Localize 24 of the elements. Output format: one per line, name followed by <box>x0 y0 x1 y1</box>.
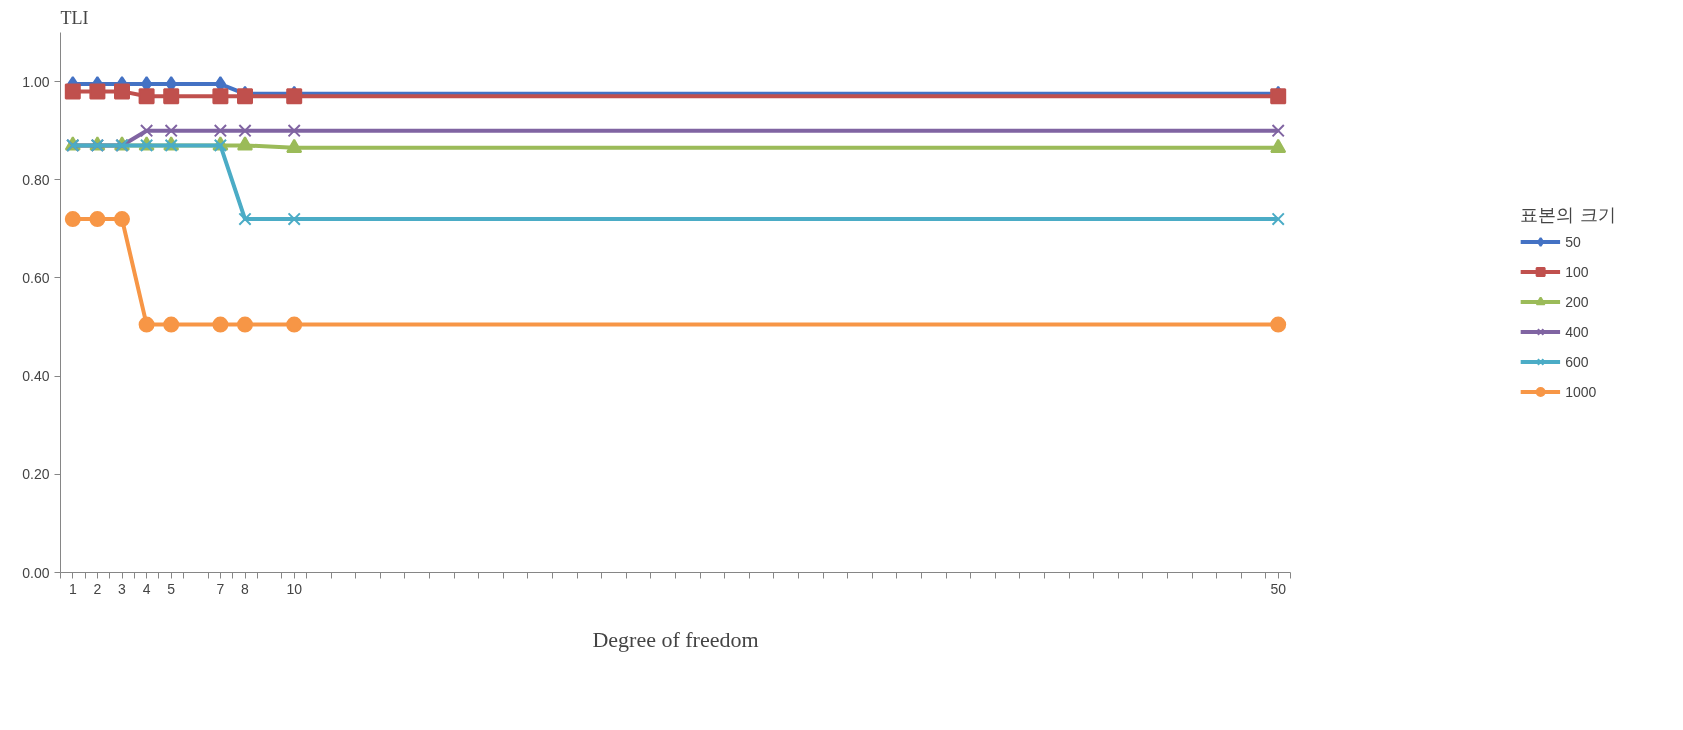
x-tick-label: 2 <box>93 580 102 597</box>
x-tick-label: 50 <box>1270 580 1287 597</box>
x-tick-label: 7 <box>216 580 225 597</box>
y-tick-label: 1.00 <box>22 73 50 90</box>
y-tick-label: 0.60 <box>22 269 50 286</box>
x-tick-label: 5 <box>167 580 176 597</box>
legend-label: 200 <box>1565 293 1589 310</box>
y-tick-label: 0.00 <box>22 564 50 581</box>
y-axis-title: TLI <box>60 7 89 28</box>
legend-label: 50 <box>1565 233 1582 250</box>
x-tick-label: 1 <box>68 580 77 597</box>
legend-title: 표본의 크기 <box>1520 202 1616 227</box>
legend-label: 1000 <box>1565 383 1597 400</box>
y-tick-label: 0.80 <box>22 171 50 188</box>
y-tick-label: 0.40 <box>22 368 50 385</box>
x-tick-label: 8 <box>241 580 250 597</box>
legend-label: 400 <box>1565 323 1589 340</box>
legend-label: 600 <box>1565 353 1589 370</box>
x-tick-label: 3 <box>118 580 127 597</box>
x-axis-title: Degree of freedom <box>592 626 759 652</box>
x-tick-label: 10 <box>286 580 303 597</box>
x-tick-label: 4 <box>142 580 151 597</box>
y-tick-label: 0.20 <box>22 466 50 483</box>
legend-label: 100 <box>1565 263 1589 280</box>
